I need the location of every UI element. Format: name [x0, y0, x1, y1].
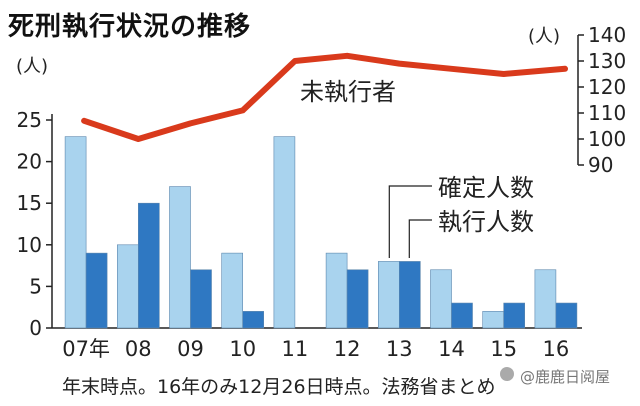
bar-executed	[138, 202, 160, 329]
y-tick-label: 20	[17, 150, 42, 174]
y2-tick-label: 90	[588, 153, 613, 177]
bar-confirmed	[221, 252, 243, 329]
x-tick-label: 09	[177, 337, 204, 361]
y2-axis-unit: (人)	[528, 26, 560, 47]
legend-leader-executed	[408, 219, 432, 258]
bar-confirmed	[64, 136, 87, 329]
bar-executed	[503, 302, 526, 329]
bar-confirmed	[325, 252, 348, 329]
bar-executed	[242, 311, 264, 329]
chart-title: 死刑執行状況の推移	[8, 12, 252, 42]
bar-executed	[85, 252, 108, 329]
watermark: @鹿鹿日阅屋	[520, 368, 611, 386]
legend-leader-confirmed	[388, 185, 432, 258]
y2-tick-label: 110	[588, 101, 626, 125]
x-tick-label: 11	[282, 337, 309, 361]
y-axis-unit: (人)	[16, 56, 48, 77]
wechat-icon	[500, 367, 514, 381]
x-tick-label: 08	[125, 337, 152, 361]
line-unexecuted	[81, 52, 568, 142]
bar-confirmed	[430, 269, 452, 329]
y2-tick-label: 100	[588, 127, 626, 151]
bar-confirmed	[169, 186, 191, 329]
bar-confirmed	[534, 269, 557, 329]
x-tick-label: 15	[490, 337, 517, 361]
x-tick-label: 14	[438, 337, 465, 361]
bar-executed	[451, 302, 473, 329]
bar-executed	[190, 269, 212, 329]
bar-confirmed	[117, 244, 139, 329]
y-tick-label: 5	[29, 274, 42, 298]
x-tick-label: 07年	[62, 337, 110, 361]
y2-tick-label: 130	[588, 49, 626, 73]
line-label: 未執行者	[300, 78, 396, 106]
x-tick-label: 16	[543, 337, 570, 361]
y2-tick-label: 140	[588, 23, 626, 47]
y-tick-label: 10	[17, 233, 42, 257]
legend-confirmed: 確定人数	[438, 174, 534, 202]
bar-confirmed	[273, 136, 296, 329]
footnote: 年末時点。16年のみ12月26日時点。法務省まとめ	[62, 376, 496, 398]
bar-executed	[346, 269, 369, 329]
bar-executed	[555, 302, 578, 329]
bar-confirmed	[482, 311, 505, 329]
x-tick-label: 12	[334, 337, 361, 361]
bar-executed	[398, 261, 421, 329]
y-tick-label: 25	[17, 108, 42, 132]
x-tick-label: 13	[386, 337, 413, 361]
bar-confirmed	[377, 261, 400, 329]
x-tick-label: 10	[229, 337, 256, 361]
legend-executed: 執行人数	[438, 208, 534, 236]
y2-tick-label: 120	[588, 75, 626, 99]
y-tick-label: 15	[17, 191, 42, 215]
y-tick-label: 0	[29, 316, 42, 340]
